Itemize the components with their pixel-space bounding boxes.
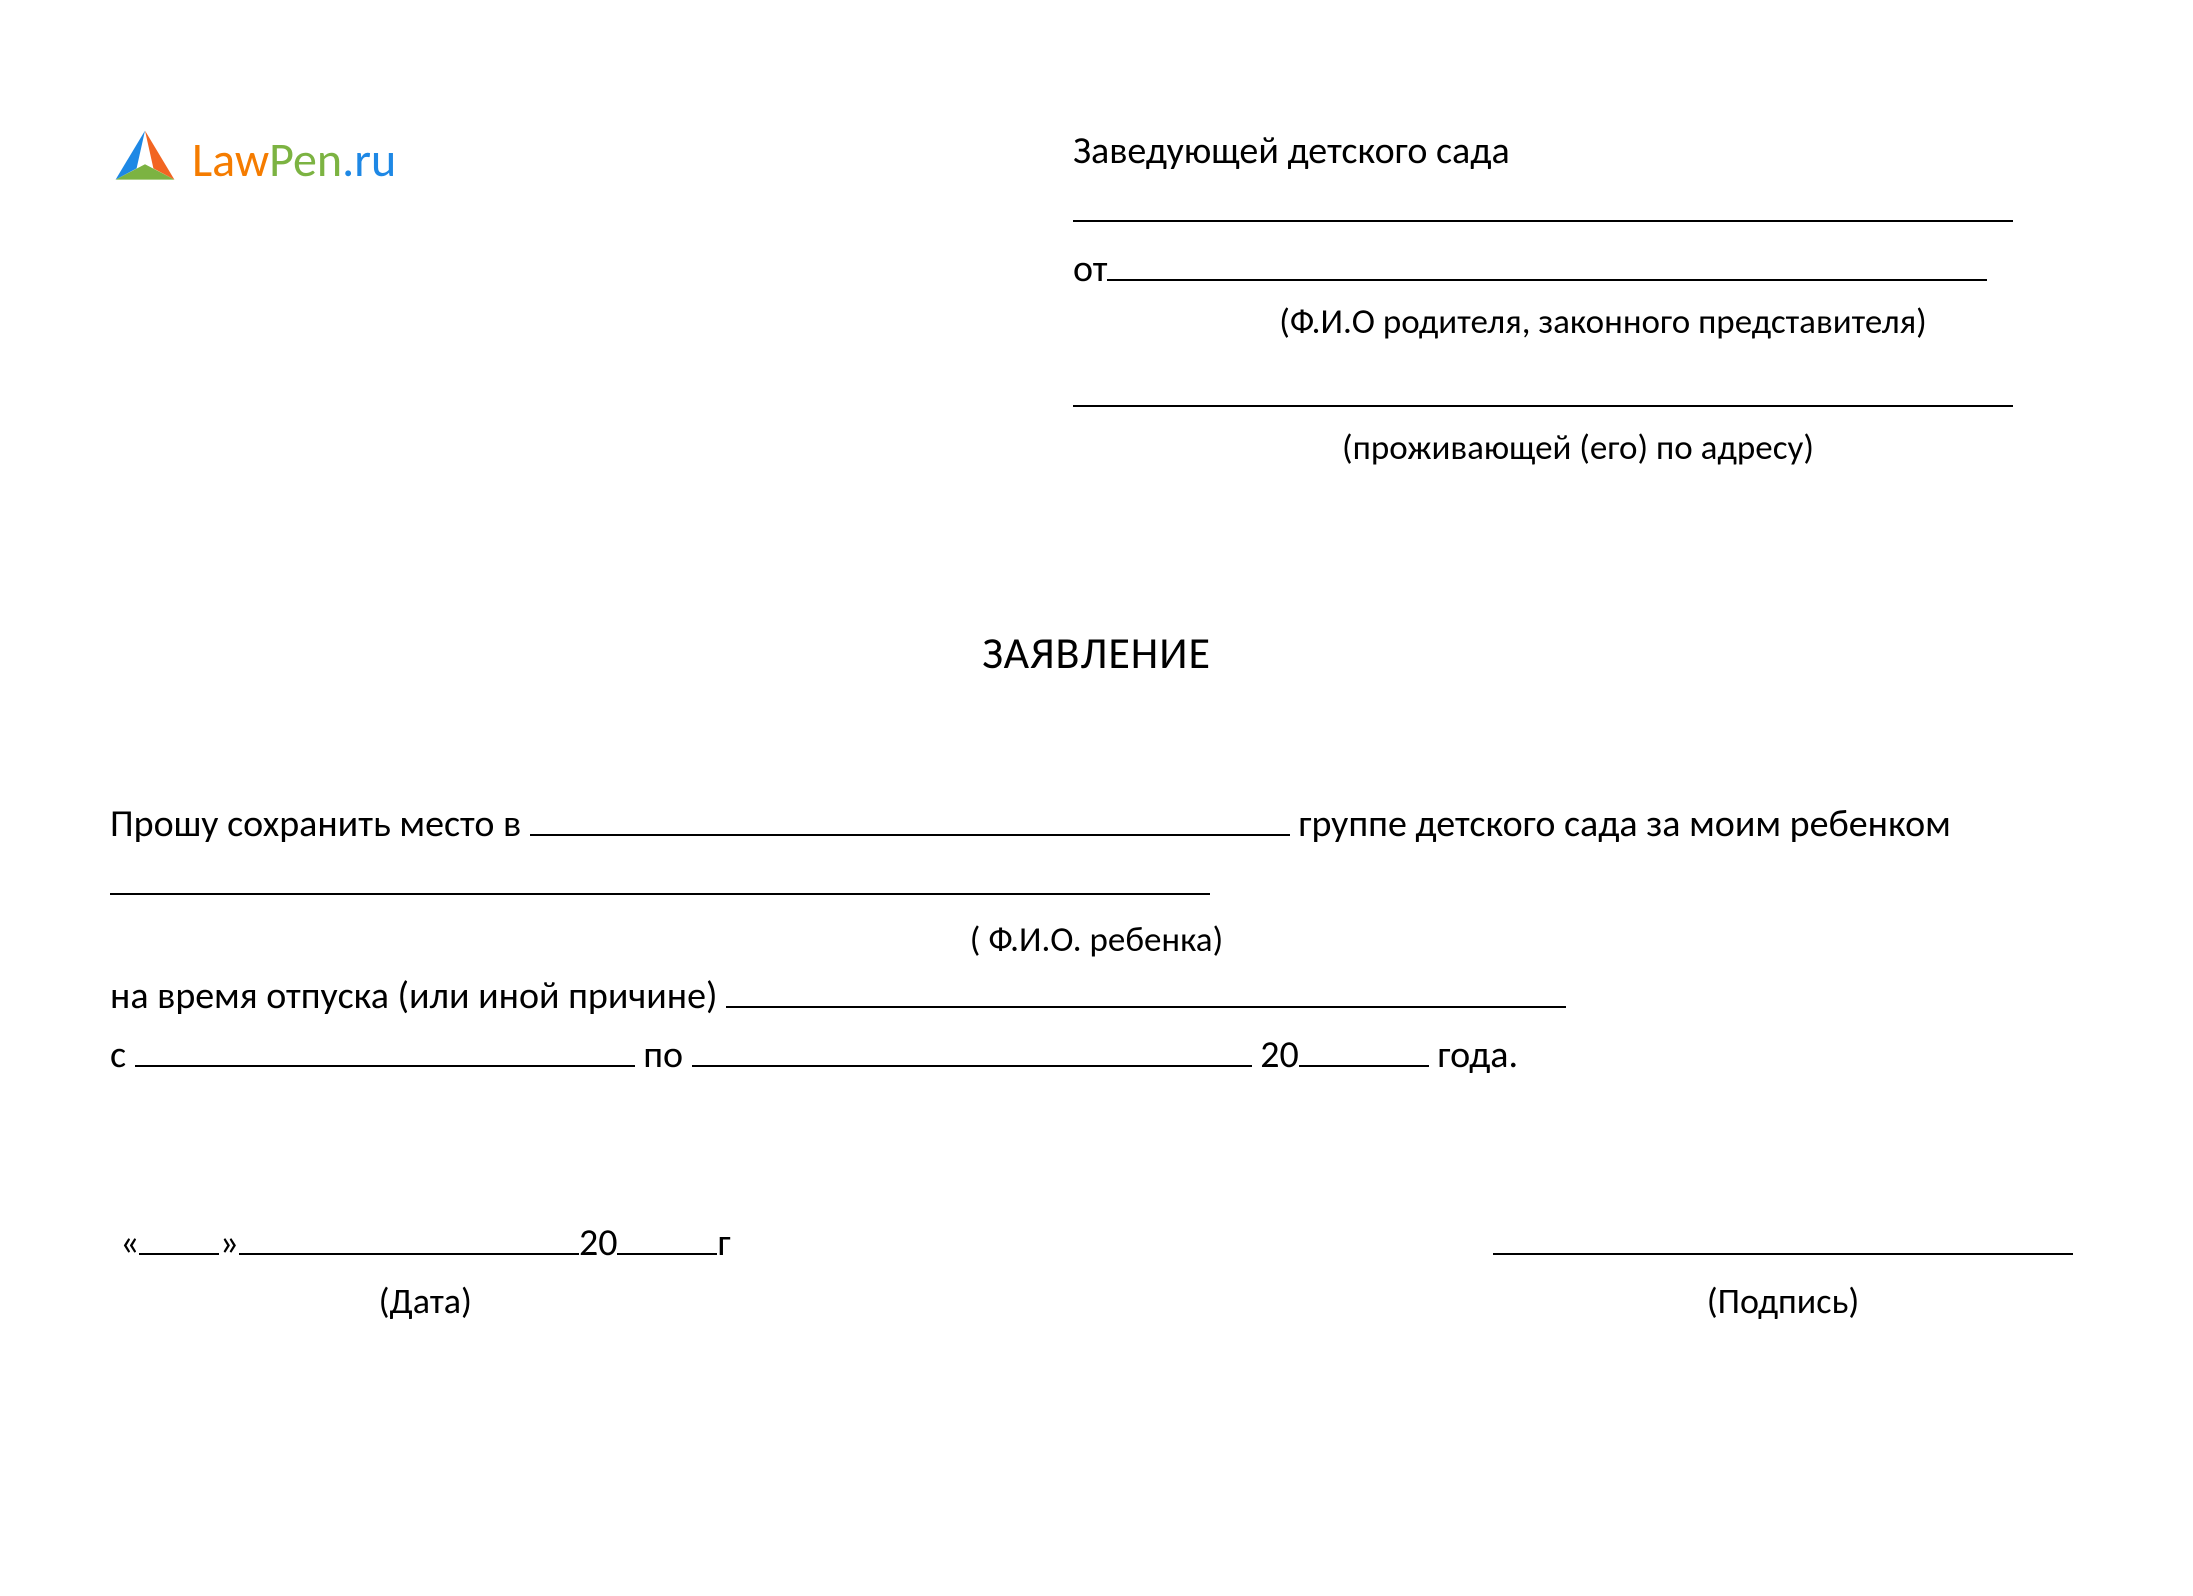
logo-part-law: Law (192, 130, 269, 189)
logo-part-pen: Pen (269, 130, 342, 189)
hint-parent-fio: (Ф.И.О родителя, законного представителя… (1073, 298, 2083, 347)
blank-parent-fio[interactable] (1107, 241, 1987, 281)
date-close-quote: » (219, 1220, 238, 1266)
recipient-title: Заведующей детского сада (1073, 125, 2083, 178)
footer-sign-col: (Подпись) (1493, 1215, 2073, 1326)
logo: LawPen.ru (110, 125, 396, 195)
body-line-dates: с по 20 года. (110, 1026, 2083, 1085)
footer-sign-line (1493, 1215, 2073, 1270)
blank-footer-year[interactable] (617, 1215, 717, 1255)
year-prefix: 20 (1252, 1032, 1299, 1078)
blank-day[interactable] (139, 1215, 219, 1255)
blank-group[interactable] (530, 796, 1290, 836)
body-line-reason: на время отпуска (или иной причине) (110, 967, 2083, 1026)
reason-prefix: на время отпуска (или иной причине) (110, 973, 726, 1019)
blank-signature[interactable] (1493, 1215, 2073, 1255)
blank-date-from[interactable] (135, 1027, 635, 1067)
hint-address: (проживающей (его) по адресу) (1073, 424, 2083, 473)
body-part2: группе детского сада за моим ребенком (1290, 801, 1951, 847)
date-open-quote: « (120, 1220, 139, 1266)
year-suffix: года. (1429, 1032, 1518, 1078)
body-part1: Прошу сохранить место в (110, 801, 530, 847)
logo-text: LawPen.ru (192, 126, 396, 193)
blank-child-fio[interactable] (110, 855, 1210, 895)
blank-month[interactable] (239, 1215, 579, 1255)
from-line: от (1073, 241, 2083, 296)
blank-address[interactable] (1073, 367, 2013, 407)
recipient-name-line (1073, 182, 2083, 237)
logo-part-dot: . (342, 130, 354, 189)
blank-date-to[interactable] (692, 1027, 1252, 1067)
footer-row: « » 20 г (Дата) (Подпись) (110, 1215, 2083, 1326)
logo-part-ru: ru (354, 130, 396, 189)
from-prefix: от (1073, 246, 1107, 292)
date-to-prefix: по (635, 1032, 692, 1078)
blank-recipient-name[interactable] (1073, 182, 2013, 222)
logo-mark-icon (110, 125, 180, 195)
footer-date-line: « » 20 г (120, 1215, 731, 1270)
date-year-suffix: г (717, 1220, 730, 1266)
hint-child-fio: ( Ф.И.О. ребенка) (110, 913, 2083, 967)
footer-sign-label: (Подпись) (1707, 1276, 1860, 1326)
blank-reason[interactable] (726, 968, 1566, 1008)
header-row: LawPen.ru Заведующей детского сада от (Ф… (110, 125, 2083, 473)
date-year-prefix: 20 (579, 1220, 618, 1266)
footer-date-label: (Дата) (379, 1276, 472, 1326)
body-block: Прошу сохранить место в группе детского … (110, 795, 2083, 1085)
footer-date-col: « » 20 г (Дата) (120, 1215, 731, 1326)
body-line-1: Прошу сохранить место в группе детского … (110, 795, 2083, 913)
recipient-block: Заведующей детского сада от (Ф.И.О родит… (1073, 125, 2083, 473)
blank-year[interactable] (1299, 1027, 1429, 1067)
date-from-prefix: с (110, 1032, 135, 1078)
address-line (1073, 367, 2083, 422)
document-title: ЗАЯВЛЕНИЕ (110, 623, 2083, 685)
